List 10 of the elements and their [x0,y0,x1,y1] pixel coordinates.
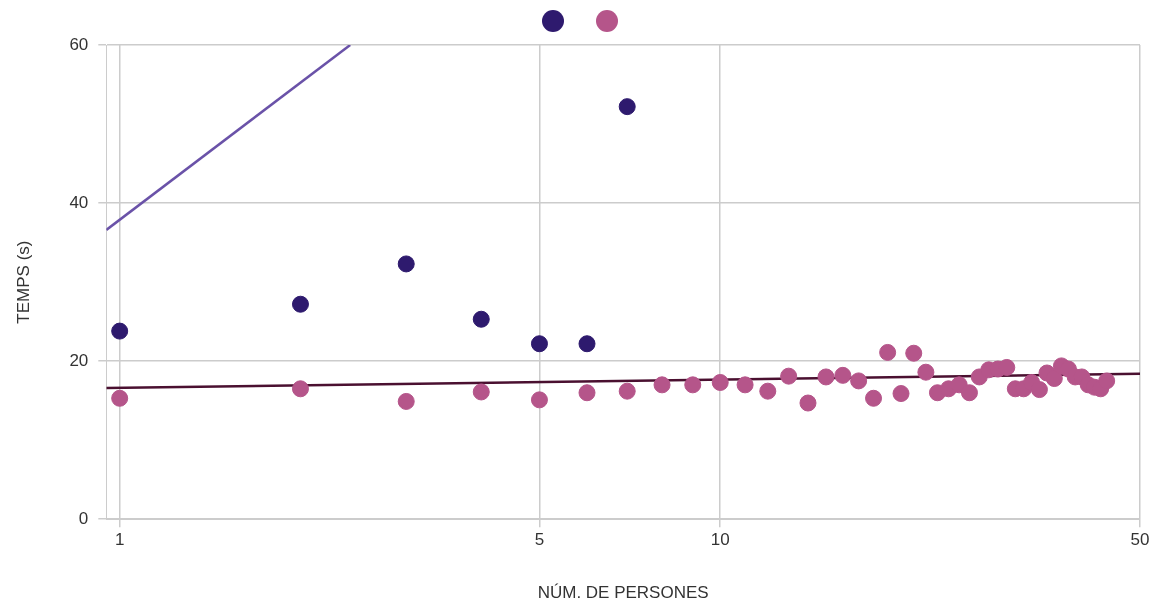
x-tick-label: 10 [710,530,730,550]
y-axis-title: TEMPS (s) [13,240,33,324]
y-tick-label: 0 [78,508,89,528]
x-tick-label: 1 [114,530,125,550]
x-tick-label: 50 [1130,530,1150,550]
x-axis-title: NÚM. DE PERSONES [537,583,709,603]
x-tick-label: 5 [534,530,545,550]
y-tick-label: 60 [69,34,89,54]
y-tick-label: 20 [69,350,89,370]
y-tick-label: 40 [69,192,89,212]
